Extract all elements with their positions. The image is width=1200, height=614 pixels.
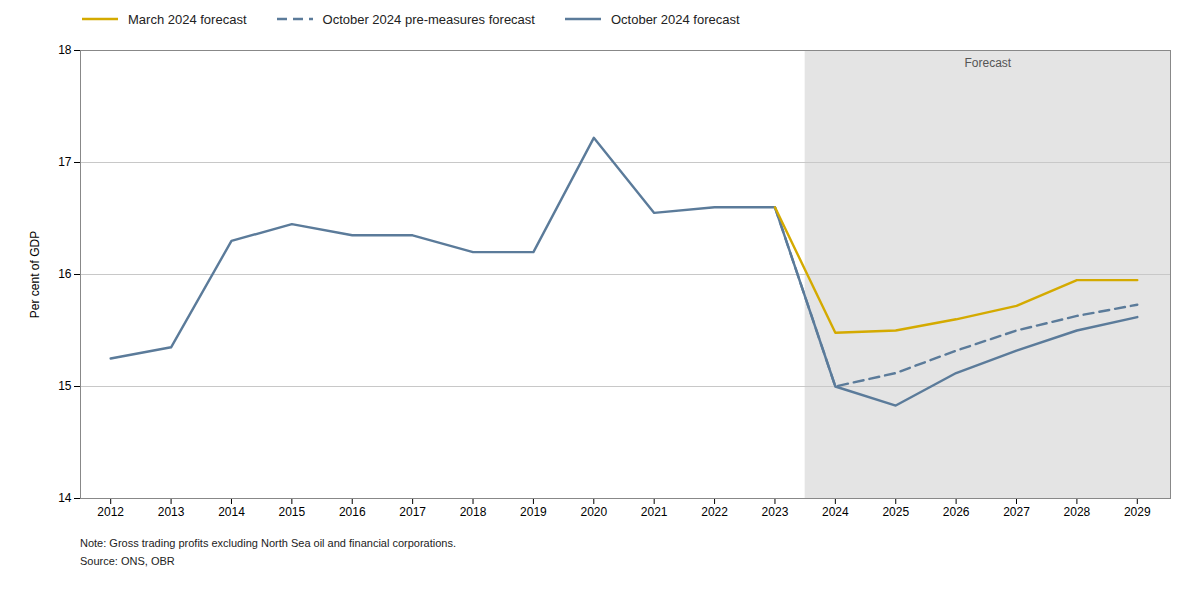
svg-text:Per cent of GDP: Per cent of GDP	[28, 231, 42, 318]
svg-text:2025: 2025	[882, 505, 909, 519]
html-text:October 2024 pre-measures fore: October 2024 pre-measures forecast	[322, 11, 535, 27]
svg-text:2016: 2016	[339, 505, 366, 519]
svg-text:18: 18	[58, 43, 72, 57]
svg-text:2013: 2013	[158, 505, 185, 519]
svg-text:2014: 2014	[218, 505, 245, 519]
svg-text:Forecast: Forecast	[964, 56, 1011, 70]
svg-text:2027: 2027	[1003, 505, 1030, 519]
svg-text:2015: 2015	[279, 505, 306, 519]
svg-text:16: 16	[58, 267, 72, 281]
svg-text:2021: 2021	[641, 505, 668, 519]
svg-text:2018: 2018	[460, 505, 487, 519]
svg-text:2012: 2012	[97, 505, 124, 519]
svg-text:2023: 2023	[762, 505, 789, 519]
svg-text:2019: 2019	[520, 505, 547, 519]
svg-text:2017: 2017	[399, 505, 426, 519]
html-text:October 2024 forecast: October 2024 forecast	[611, 11, 740, 27]
html-text:Source: ONS, OBR: Source: ONS, OBR	[80, 555, 175, 567]
svg-text:14: 14	[58, 491, 72, 505]
svg-text:15: 15	[58, 379, 72, 393]
svg-text:2024: 2024	[822, 505, 849, 519]
svg-text:2028: 2028	[1064, 505, 1091, 519]
svg-text:2029: 2029	[1124, 505, 1151, 519]
svg-text:2020: 2020	[580, 505, 607, 519]
svg-text:2022: 2022	[701, 505, 728, 519]
svg-text:2026: 2026	[943, 505, 970, 519]
html-text:March 2024 forecast: March 2024 forecast	[128, 11, 247, 27]
html-text:Note: Gross trading profits ex: Note: Gross trading profits excluding No…	[80, 537, 456, 549]
svg-text:17: 17	[58, 155, 72, 169]
